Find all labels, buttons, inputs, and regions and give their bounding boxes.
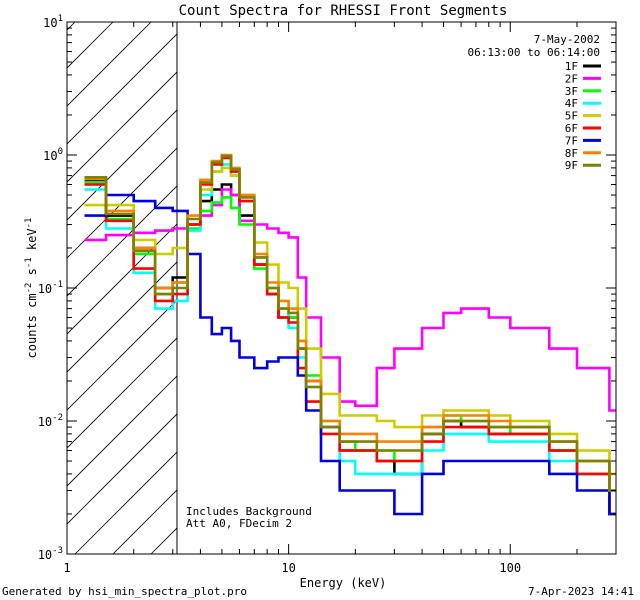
legend-label-6F: 6F — [565, 122, 578, 135]
svg-text:counts cm-2 s-1 keV-1: counts cm-2 s-1 keV-1 — [24, 218, 39, 359]
hatch-line — [67, 33, 177, 145]
y-axis-ticks: 10-3 10-2 10-1 100 101 — [38, 14, 616, 562]
x-tick-label: 10 — [281, 561, 295, 575]
series-line-9F — [84, 154, 616, 492]
y-tick-label: 100 — [43, 147, 63, 163]
legend-label-8F: 8F — [565, 147, 578, 160]
hatched-region — [67, 22, 177, 554]
legend-label-5F: 5F — [565, 110, 578, 123]
hatch-line — [67, 223, 177, 335]
hatch-line — [67, 375, 177, 487]
series-group — [84, 153, 616, 516]
hatch-line — [67, 261, 177, 373]
footer-timestamp: 7-Apr-2023 14:41 — [528, 585, 634, 598]
annotation-attenuator: Att A0, FDecim 2 — [186, 517, 292, 530]
x-axis-ticks: 1 10 100 — [63, 22, 617, 575]
hatch-line — [74, 451, 177, 554]
y-tick-label: 101 — [43, 14, 63, 30]
time-range-label: 06:13:00 to 06:14:00 — [468, 46, 600, 59]
hatch-line — [67, 413, 177, 525]
legend-label-2F: 2F — [565, 72, 578, 85]
series-line-7F — [84, 193, 616, 516]
legend-label-3F: 3F — [565, 85, 578, 98]
y-axis-label: counts cm-2 s-1 keV-1 — [24, 218, 39, 359]
annotation-background: Includes Background — [186, 505, 312, 518]
legend-label-1F: 1F — [565, 60, 578, 73]
footer-generated: Generated by hsi_min_spectra_plot.pro — [2, 585, 248, 598]
legend-label-7F: 7F — [565, 134, 578, 147]
date-label: 7-May-2002 — [534, 33, 600, 46]
y-tick-label: 10-3 — [38, 546, 63, 562]
x-tick-label: 1 — [63, 561, 70, 575]
legend-label-9F: 9F — [565, 159, 578, 172]
series-line-8F — [84, 153, 616, 492]
series-line-3F — [84, 181, 616, 492]
x-tick-label: 100 — [499, 561, 521, 575]
y-tick-label: 10-2 — [38, 413, 63, 429]
hatch-line — [67, 109, 177, 221]
legend-label-4F: 4F — [565, 97, 578, 110]
hatch-line — [67, 71, 177, 183]
plot-frame — [66, 21, 617, 555]
x-axis-label: Energy (keV) — [300, 576, 387, 590]
y-tick-label: 10-1 — [38, 280, 63, 296]
chart-title: Count Spectra for RHESSI Front Segments — [179, 3, 508, 19]
